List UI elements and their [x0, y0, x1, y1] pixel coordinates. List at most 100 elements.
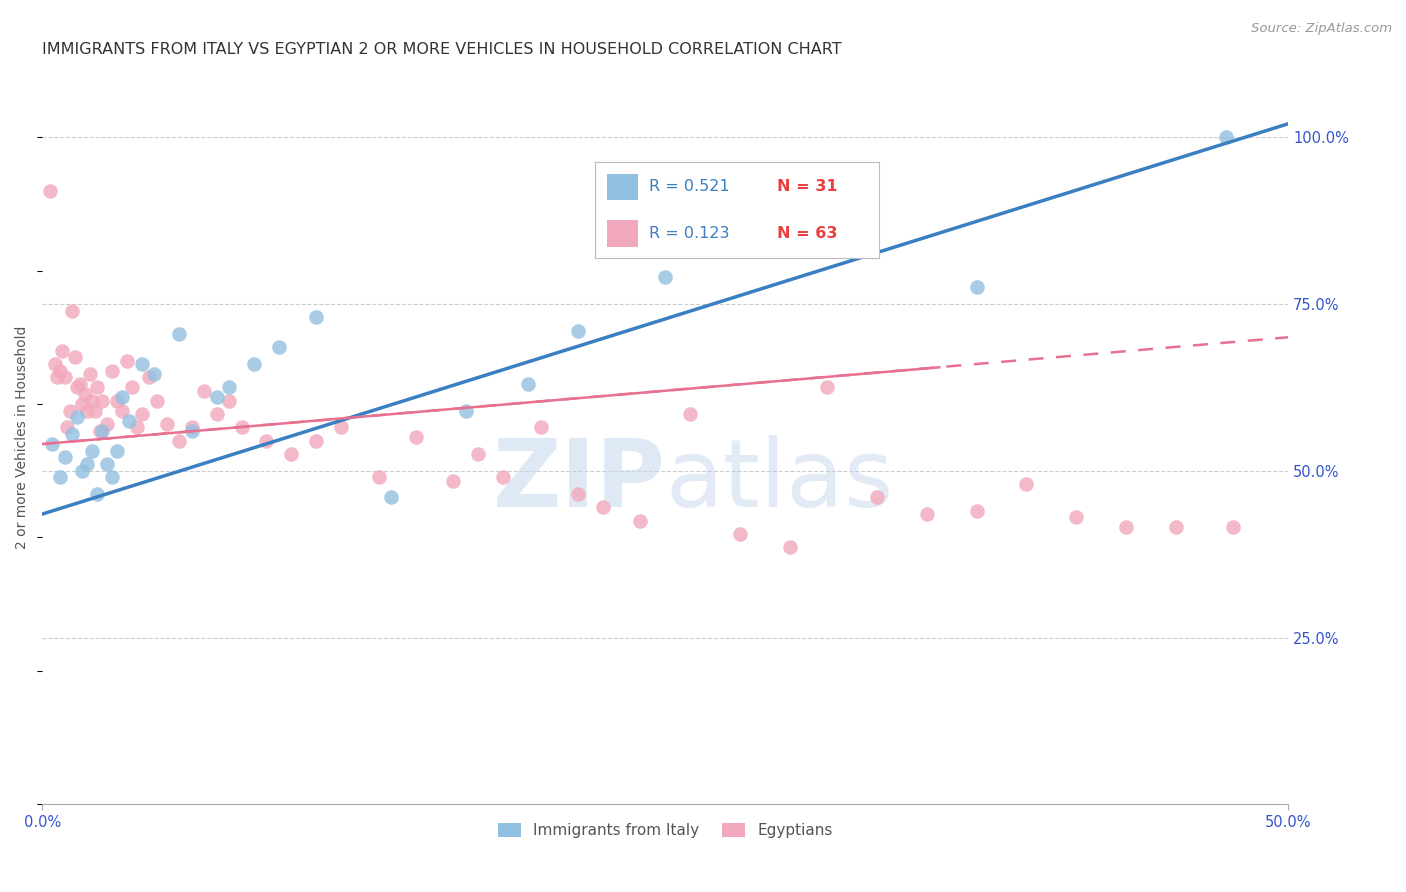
Point: [86, 487, 108, 501]
Point: [76, 457, 98, 471]
Point: [59, 403, 82, 417]
Point: [305, 434, 328, 448]
Point: [121, 380, 143, 394]
Point: [256, 434, 278, 448]
Point: [492, 470, 515, 484]
Point: [80, 393, 103, 408]
Point: [53, 450, 76, 465]
Point: [53, 370, 76, 384]
Y-axis label: 2 or more Vehicles in Household: 2 or more Vehicles in Household: [15, 326, 30, 549]
Point: [1164, 520, 1187, 534]
Point: [70, 397, 93, 411]
Point: [180, 420, 202, 434]
Point: [205, 390, 228, 404]
Point: [138, 370, 160, 384]
Point: [866, 491, 889, 505]
Point: [218, 393, 240, 408]
Point: [56, 420, 79, 434]
Point: [167, 326, 190, 341]
Point: [380, 491, 402, 505]
Point: [779, 541, 801, 555]
Point: [89, 424, 111, 438]
Point: [66, 410, 89, 425]
Point: [218, 380, 240, 394]
Text: N = 63: N = 63: [776, 226, 837, 241]
Point: [441, 474, 464, 488]
Point: [73, 387, 96, 401]
Point: [966, 504, 988, 518]
Point: [915, 507, 938, 521]
Point: [66, 380, 89, 394]
Text: atlas: atlas: [665, 435, 893, 527]
Point: [48, 470, 70, 484]
Point: [567, 324, 589, 338]
Point: [46, 370, 69, 384]
Point: [76, 403, 98, 417]
Point: [83, 403, 105, 417]
FancyBboxPatch shape: [606, 219, 638, 246]
Point: [1064, 510, 1087, 524]
Point: [966, 280, 988, 294]
Point: [86, 380, 108, 394]
Text: N = 31: N = 31: [776, 179, 837, 194]
Point: [280, 447, 302, 461]
Point: [118, 414, 141, 428]
Point: [91, 393, 114, 408]
Point: [243, 357, 266, 371]
Point: [180, 424, 202, 438]
Point: [131, 407, 153, 421]
Point: [592, 500, 614, 515]
Point: [96, 457, 118, 471]
Point: [167, 434, 190, 448]
Point: [44, 357, 66, 371]
Point: [60, 427, 83, 442]
Text: ZIP: ZIP: [492, 435, 665, 527]
Point: [105, 443, 128, 458]
Point: [815, 380, 838, 394]
Point: [330, 420, 353, 434]
Point: [101, 470, 124, 484]
Text: R = 0.123: R = 0.123: [650, 226, 730, 241]
Point: [38, 184, 60, 198]
Point: [517, 376, 540, 391]
Point: [91, 424, 114, 438]
Point: [567, 487, 589, 501]
Point: [115, 353, 138, 368]
Point: [1015, 477, 1038, 491]
Point: [529, 420, 551, 434]
Point: [125, 420, 148, 434]
Point: [63, 351, 86, 365]
Point: [146, 393, 169, 408]
Legend: Immigrants from Italy, Egyptians: Immigrants from Italy, Egyptians: [492, 817, 838, 845]
Point: [1222, 520, 1244, 534]
FancyBboxPatch shape: [606, 174, 638, 201]
Point: [1215, 130, 1237, 145]
Point: [679, 407, 702, 421]
Text: R = 0.521: R = 0.521: [650, 179, 730, 194]
Point: [143, 367, 166, 381]
Point: [70, 464, 93, 478]
Point: [69, 376, 91, 391]
Point: [105, 393, 128, 408]
Point: [156, 417, 179, 431]
Point: [79, 367, 101, 381]
Point: [1115, 520, 1137, 534]
Point: [131, 357, 153, 371]
Point: [405, 430, 427, 444]
Point: [467, 447, 489, 461]
Point: [111, 403, 134, 417]
Point: [728, 527, 751, 541]
Point: [193, 384, 215, 398]
Point: [205, 407, 228, 421]
Point: [111, 390, 134, 404]
Point: [267, 340, 290, 354]
Point: [101, 364, 124, 378]
Text: Source: ZipAtlas.com: Source: ZipAtlas.com: [1251, 22, 1392, 36]
Point: [454, 403, 477, 417]
Text: IMMIGRANTS FROM ITALY VS EGYPTIAN 2 OR MORE VEHICLES IN HOUSEHOLD CORRELATION CH: IMMIGRANTS FROM ITALY VS EGYPTIAN 2 OR M…: [42, 42, 842, 57]
Point: [51, 343, 73, 358]
Point: [628, 514, 651, 528]
Point: [60, 303, 83, 318]
Point: [654, 270, 676, 285]
Point: [48, 364, 70, 378]
